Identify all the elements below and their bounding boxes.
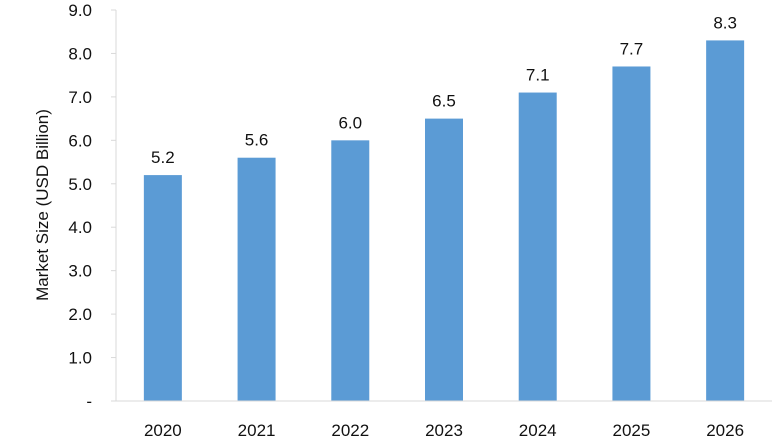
bar-2024 bbox=[518, 92, 557, 402]
y-tick-label: 4.0 bbox=[68, 218, 92, 237]
data-label-2023: 6.5 bbox=[432, 92, 456, 111]
y-tick-label: 3.0 bbox=[68, 262, 92, 281]
y-tick-label: - bbox=[86, 392, 92, 411]
data-label-2022: 6.0 bbox=[338, 113, 362, 132]
bar-2025 bbox=[612, 66, 651, 401]
x-tick-label-2023: 2023 bbox=[425, 421, 463, 440]
x-tick-label-2022: 2022 bbox=[331, 421, 369, 440]
y-tick-label: 2.0 bbox=[68, 305, 92, 324]
data-label-2020: 5.2 bbox=[151, 148, 175, 167]
x-tick-label-2025: 2025 bbox=[613, 421, 651, 440]
y-axis-title: Market Size (USD Billion) bbox=[33, 109, 52, 301]
x-tick-label-2020: 2020 bbox=[144, 421, 182, 440]
y-tick-label: 1.0 bbox=[68, 349, 92, 368]
x-tick-label-2024: 2024 bbox=[519, 421, 557, 440]
data-label-2024: 7.1 bbox=[526, 66, 550, 85]
data-label-2025: 7.7 bbox=[620, 39, 644, 58]
x-tick-label-2021: 2021 bbox=[238, 421, 276, 440]
y-tick-label: 9.0 bbox=[68, 1, 92, 20]
y-tick-label: 5.0 bbox=[68, 175, 92, 194]
y-tick-label: 8.0 bbox=[68, 44, 92, 63]
bar-2022 bbox=[331, 140, 370, 402]
x-tick-label-2026: 2026 bbox=[706, 421, 744, 440]
bar-2026 bbox=[706, 40, 745, 402]
bar-2020 bbox=[143, 175, 182, 401]
data-label-2021: 5.6 bbox=[245, 131, 269, 150]
y-tick-label: 7.0 bbox=[68, 88, 92, 107]
data-label-2026: 8.3 bbox=[713, 13, 737, 32]
bar-2023 bbox=[425, 118, 463, 401]
bar-2021 bbox=[237, 157, 276, 401]
y-tick-label: 6.0 bbox=[68, 131, 92, 150]
